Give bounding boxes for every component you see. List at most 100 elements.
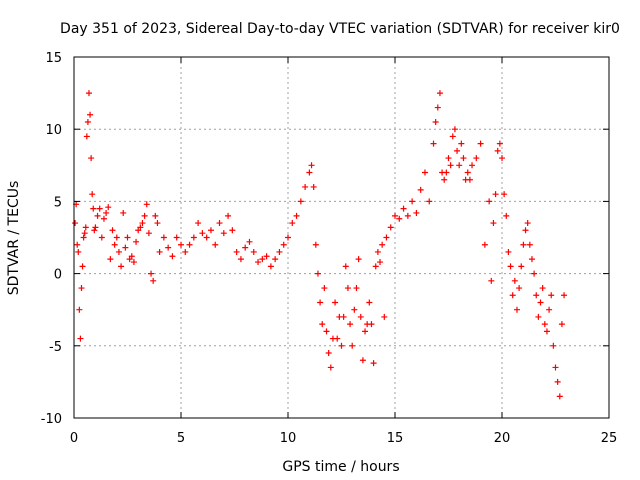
data-point <box>543 328 550 335</box>
data-point <box>91 227 98 234</box>
plot-frame <box>73 56 610 419</box>
data-point <box>130 259 137 266</box>
data-point <box>379 241 386 248</box>
data-point <box>520 241 527 248</box>
data-point <box>522 227 529 234</box>
data-point <box>357 313 364 320</box>
data-point <box>539 285 546 292</box>
data-point <box>89 191 96 198</box>
data-point <box>139 220 146 227</box>
y-tick-label: 5 <box>54 195 62 210</box>
data-point <box>454 147 461 154</box>
data-point <box>366 299 373 306</box>
data-point <box>137 224 144 231</box>
data-point <box>280 241 287 248</box>
data-point <box>75 248 82 255</box>
data-point <box>362 328 369 335</box>
data-point <box>464 169 471 176</box>
data-point <box>550 342 557 349</box>
data-point <box>103 209 110 216</box>
data-point <box>561 292 568 299</box>
data-point <box>237 256 244 263</box>
data-point <box>250 248 257 255</box>
data-point <box>118 263 125 270</box>
data-point <box>85 90 92 97</box>
data-point <box>325 350 332 357</box>
data-point <box>430 140 437 147</box>
data-point <box>78 285 85 292</box>
data-point <box>531 270 538 277</box>
data-point <box>558 321 565 328</box>
data-point <box>513 306 520 313</box>
data-point <box>160 234 167 241</box>
data-point <box>413 209 420 216</box>
data-point <box>165 244 172 251</box>
data-point <box>349 342 356 349</box>
data-point <box>458 140 465 147</box>
data-point <box>225 212 232 219</box>
data-point <box>445 155 452 162</box>
data-point <box>443 169 450 176</box>
y-axis-label: SDTVAR / TECUs <box>6 181 22 296</box>
data-point <box>488 277 495 284</box>
data-point <box>447 162 454 169</box>
data-point <box>383 234 390 241</box>
data-point <box>96 205 103 212</box>
data-point <box>518 263 525 270</box>
data-point <box>486 198 493 205</box>
data-point <box>246 238 253 245</box>
data-point <box>387 224 394 231</box>
data-point <box>216 220 223 227</box>
data-point <box>199 230 206 237</box>
data-point <box>421 169 428 176</box>
data-point <box>220 230 227 237</box>
data-point <box>355 256 362 263</box>
data-point <box>526 241 533 248</box>
data-point <box>203 234 210 241</box>
data-point <box>347 321 354 328</box>
data-point <box>381 313 388 320</box>
x-tick-label: 20 <box>494 431 511 446</box>
data-point <box>88 155 95 162</box>
data-point <box>400 205 407 212</box>
data-point <box>90 205 97 212</box>
data-point <box>490 220 497 227</box>
data-point <box>494 147 501 154</box>
data-point <box>351 306 358 313</box>
data-point <box>233 248 240 255</box>
data-point <box>546 306 553 313</box>
x-tick-labels: 0 5 10 15 20 25 <box>70 431 617 446</box>
data-point <box>255 259 262 266</box>
data-point <box>81 230 88 237</box>
data-point <box>312 241 319 248</box>
data-point <box>310 183 317 190</box>
data-point <box>128 253 135 260</box>
data-point <box>370 360 377 367</box>
y-tick-labels: -10 -5 0 5 10 15 <box>41 51 62 427</box>
data-point <box>152 212 159 219</box>
chart-title: Day 351 of 2023, Sidereal Day-to-day VTE… <box>60 21 620 37</box>
data-point <box>511 277 518 284</box>
data-point <box>409 198 416 205</box>
data-point <box>404 212 411 219</box>
data-point <box>154 220 161 227</box>
data-point <box>302 183 309 190</box>
data-point <box>535 313 542 320</box>
data-points <box>72 90 568 400</box>
data-point <box>327 364 334 371</box>
data-point <box>509 292 516 299</box>
data-point <box>372 263 379 270</box>
data-point <box>259 256 266 263</box>
data-point <box>182 248 189 255</box>
data-point <box>392 212 398 219</box>
data-point <box>319 321 326 328</box>
data-point <box>377 259 384 266</box>
data-point <box>338 342 345 349</box>
data-point <box>190 234 197 241</box>
grid-lines <box>74 57 609 418</box>
data-point <box>107 256 114 263</box>
data-point <box>83 133 90 140</box>
data-point <box>109 227 116 234</box>
x-tick-label: 15 <box>387 431 404 446</box>
